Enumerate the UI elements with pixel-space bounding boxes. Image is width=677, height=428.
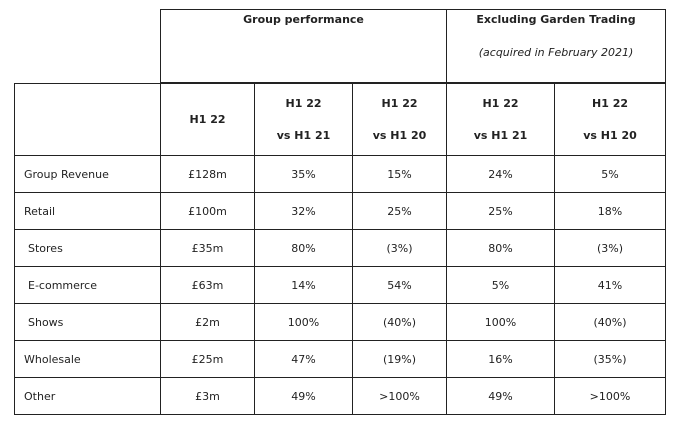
table-cell: 24% <box>446 155 555 193</box>
column-header: H1 22 vs H1 20 <box>352 83 447 156</box>
row-label: Stores <box>14 229 161 267</box>
table-cell: 18% <box>554 192 666 230</box>
table-cell: (3%) <box>554 229 666 267</box>
column-header: H1 22 vs H1 20 <box>554 83 666 156</box>
table-cell: (35%) <box>554 340 666 378</box>
table-row: Stores £35m 80% (3%) 80% (3%) <box>14 229 666 267</box>
row-label: Retail <box>14 192 161 230</box>
table-cell: £2m <box>160 303 255 341</box>
table-cell: 80% <box>254 229 353 267</box>
column-header: H1 22 <box>160 83 255 156</box>
table-cell: (19%) <box>352 340 447 378</box>
table-row: Group Revenue £128m 35% 15% 24% 5% <box>14 155 666 193</box>
table-cell: (40%) <box>352 303 447 341</box>
excluding-label: Excluding Garden Trading <box>476 13 636 26</box>
group-header-table: Group performance Excluding Garden Tradi… <box>160 9 666 83</box>
row-label: Other <box>14 377 161 415</box>
column-header: H1 22 vs H1 21 <box>446 83 555 156</box>
table-cell: 41% <box>554 266 666 304</box>
table-cell: 5% <box>554 155 666 193</box>
row-label-header <box>14 83 161 156</box>
table-cell: £128m <box>160 155 255 193</box>
table-cell: >100% <box>352 377 447 415</box>
table-cell: £63m <box>160 266 255 304</box>
table-row: Retail £100m 32% 25% 25% 18% <box>14 192 666 230</box>
table-cell: 25% <box>352 192 447 230</box>
table-row: Shows £2m 100% (40%) 100% (40%) <box>14 303 666 341</box>
table-cell: >100% <box>554 377 666 415</box>
table-cell: 47% <box>254 340 353 378</box>
row-label: Wholesale <box>14 340 161 378</box>
table-cell: 49% <box>446 377 555 415</box>
row-label: Group Revenue <box>14 155 161 193</box>
table-row: Wholesale £25m 47% (19%) 16% (35%) <box>14 340 666 378</box>
table-cell: 14% <box>254 266 353 304</box>
table-cell: (40%) <box>554 303 666 341</box>
table-cell: £100m <box>160 192 255 230</box>
revenue-table: H1 22 H1 22 vs H1 21 H1 22 vs H1 20 H1 2… <box>14 83 666 415</box>
table-cell: 54% <box>352 266 447 304</box>
table-cell: £25m <box>160 340 255 378</box>
row-label: E-commerce <box>14 266 161 304</box>
column-header-row: H1 22 H1 22 vs H1 21 H1 22 vs H1 20 H1 2… <box>14 83 666 156</box>
table-cell: 16% <box>446 340 555 378</box>
table-cell: 80% <box>446 229 555 267</box>
table-cell: £3m <box>160 377 255 415</box>
table-row: Other £3m 49% >100% 49% >100% <box>14 377 666 415</box>
group-performance-header: Group performance <box>160 9 447 83</box>
table-row: E-commerce £63m 14% 54% 5% 41% <box>14 266 666 304</box>
excluding-note: (acquired in February 2021) <box>478 46 634 59</box>
table-cell: 32% <box>254 192 353 230</box>
table-cell: 35% <box>254 155 353 193</box>
table-cell: £35m <box>160 229 255 267</box>
column-header: H1 22 vs H1 21 <box>254 83 353 156</box>
table-cell: (3%) <box>352 229 447 267</box>
excluding-garden-trading-header: Excluding Garden Trading (acquired in Fe… <box>446 9 666 83</box>
table-cell: 100% <box>446 303 555 341</box>
table-cell: 100% <box>254 303 353 341</box>
table-cell: 49% <box>254 377 353 415</box>
group-performance-label: Group performance <box>243 13 364 26</box>
row-label: Shows <box>14 303 161 341</box>
table-cell: 25% <box>446 192 555 230</box>
table-cell: 15% <box>352 155 447 193</box>
table-cell: 5% <box>446 266 555 304</box>
